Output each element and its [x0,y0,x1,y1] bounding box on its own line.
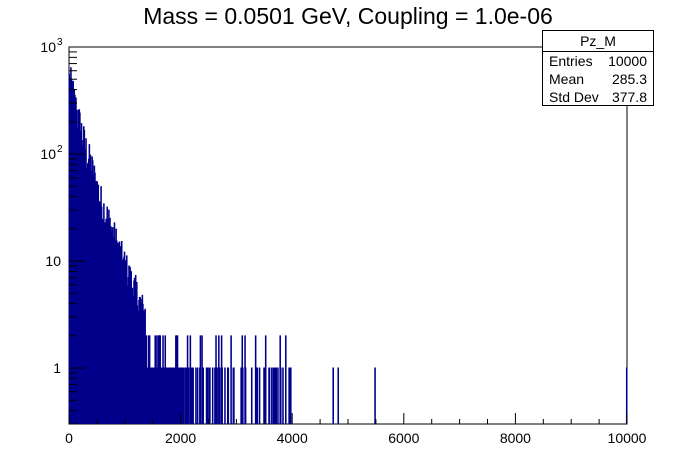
histogram-bar [285,335,287,424]
histogram-bar [227,367,230,424]
stats-row-entries: Entries 10000 [543,52,653,70]
histogram-bar [264,335,267,424]
histogram-bar [290,367,292,424]
histogram-bar [275,367,278,424]
y-tick-exponent: 2 [57,144,63,155]
histogram-bar [206,367,209,424]
y-tick-label: 10 [40,146,56,162]
histogram-bar [144,308,146,424]
histogram-bar [279,367,282,424]
histogram-bar [625,367,628,424]
histogram-bar [201,335,203,424]
histogram-bar [187,367,190,424]
histogram-bar [332,367,334,424]
histogram-bar [192,367,194,424]
histogram-bar [164,335,167,424]
histogram-bar [271,367,273,424]
x-tick-label: 4000 [277,430,308,446]
histogram-bar [268,367,271,424]
y-tick-exponent: 3 [57,37,63,48]
stats-value: 10000 [608,53,647,69]
histogram-bar [221,367,223,424]
histogram-bar [182,367,185,424]
x-tick-label: 10000 [608,430,647,446]
y-tick-label: 1 [53,360,61,376]
histogram-bar [277,367,279,424]
histogram-bar [242,367,244,424]
x-axis: 0 2000 4000 6000 8000 10000 [65,413,647,446]
histogram-bar [191,367,193,424]
histogram-bar [167,367,170,424]
histogram-bar [196,367,199,424]
histogram-bar [199,335,202,424]
x-tick-label: 6000 [388,430,419,446]
x-tick-label: 2000 [165,430,196,446]
histogram-bar [195,367,197,424]
histogram-bar [165,367,168,424]
histogram-bar [274,367,276,424]
histogram-bar [185,367,187,424]
stats-box: Pz_M Entries 10000 Mean 285.3 Std Dev 37… [542,30,654,106]
stats-box-title: Pz_M [543,31,653,52]
stats-row-mean: Mean 285.3 [543,70,653,88]
stats-row-std-dev: Std Dev 377.8 [543,88,653,106]
histogram-bar [162,367,165,424]
stats-label: Entries [549,53,593,69]
histogram-bar [209,367,211,424]
histogram-bar [263,367,265,424]
histogram-bar [282,367,284,424]
stats-value: 377.8 [611,89,647,105]
x-tick-label: 0 [65,430,73,446]
histogram-bars [68,67,628,424]
histogram-bar [211,367,214,424]
histogram-bar [154,335,156,424]
x-tick-label: 8000 [500,430,531,446]
histogram-bar [250,367,253,424]
stats-label: Mean [549,71,585,87]
histogram-bar [230,335,232,424]
histogram-bar [218,367,221,424]
stats-label: Std Dev [549,89,599,105]
histogram-bar [233,367,235,424]
histogram-bar [374,367,376,424]
histogram-bar [258,367,261,424]
histogram-bar [202,367,204,424]
histogram-bar [149,367,151,424]
histogram-bar [256,367,259,424]
y-tick-label: 10 [45,253,61,269]
histogram-bar [288,367,291,424]
stats-value: 285.3 [611,71,647,87]
histogram-bar [244,367,247,424]
histogram-bar [224,367,226,424]
chart-title: Mass = 0.0501 GeV, Coupling = 1.0e-06 [143,3,553,29]
y-tick-label: 10 [40,39,56,55]
histogram-bar [216,367,218,424]
histogram-bar [254,335,257,424]
histogram-bar [337,367,340,424]
